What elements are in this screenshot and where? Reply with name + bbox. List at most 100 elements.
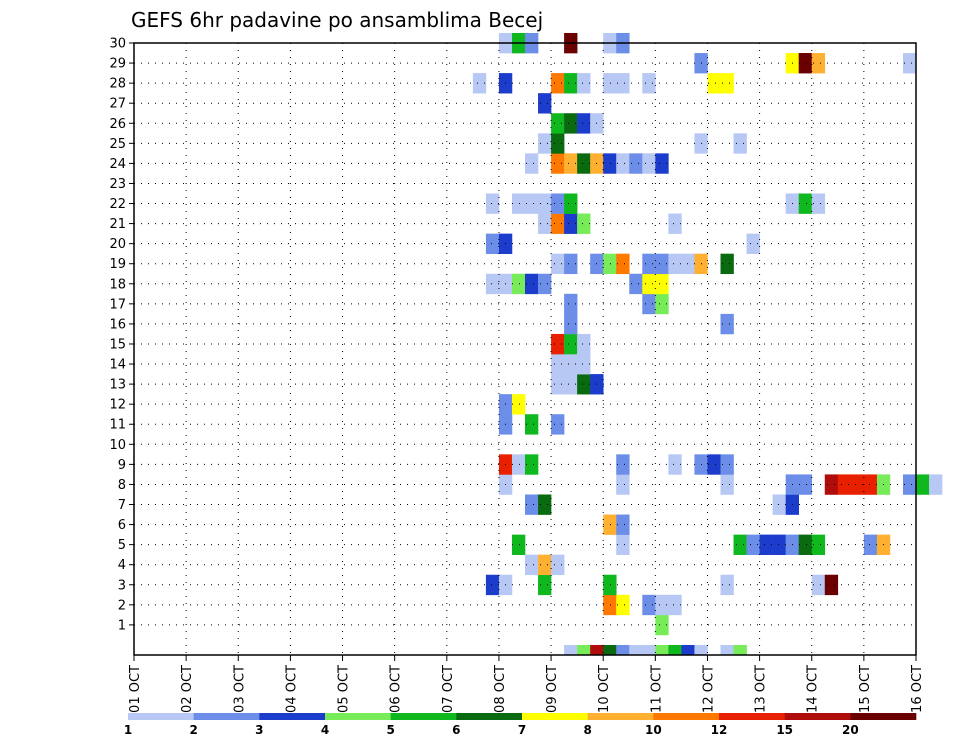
colorbar-swatch bbox=[128, 713, 194, 720]
x-tick-label: 13 OCT bbox=[754, 665, 769, 713]
heatmap-cell bbox=[655, 273, 669, 295]
colorbar-label: 12 bbox=[711, 723, 728, 737]
x-tick-label: 10 OCT bbox=[597, 665, 612, 713]
y-tick-label: 4 bbox=[118, 558, 126, 573]
heatmap-cell bbox=[616, 514, 630, 535]
y-tick-label: 2 bbox=[118, 598, 126, 613]
x-tick-label: 09 OCT bbox=[545, 665, 560, 713]
heatmap-cell bbox=[525, 454, 539, 475]
heatmap-cell bbox=[668, 594, 682, 616]
heatmap-cell bbox=[837, 474, 852, 495]
y-tick-label: 14 bbox=[109, 358, 126, 373]
colorbar-swatch bbox=[784, 713, 851, 720]
heatmap-cell bbox=[642, 153, 656, 174]
heatmap-cell bbox=[798, 534, 813, 555]
heatmap-cell bbox=[603, 514, 617, 535]
heatmap-cell bbox=[485, 193, 500, 214]
heatmap-cell bbox=[564, 253, 578, 275]
heatmap-cell bbox=[603, 153, 617, 174]
heatmap-cell bbox=[538, 494, 552, 515]
heatmap-cell bbox=[642, 644, 656, 656]
heatmap-cell bbox=[525, 193, 539, 214]
heatmap-cell bbox=[655, 293, 669, 315]
heatmap-cell bbox=[902, 53, 917, 74]
x-tick-label: 01 OCT bbox=[128, 665, 143, 713]
heatmap-cell bbox=[707, 454, 721, 475]
y-tick-label: 7 bbox=[118, 498, 126, 513]
y-tick-label: 29 bbox=[109, 57, 126, 72]
heatmap-cell bbox=[694, 644, 708, 656]
colorbar-swatch bbox=[259, 713, 326, 720]
heatmap-cell bbox=[759, 534, 773, 555]
heatmap-cell bbox=[798, 474, 813, 495]
heatmap-cell bbox=[564, 193, 578, 214]
colorbar-swatch bbox=[390, 713, 457, 720]
y-tick-label: 27 bbox=[109, 97, 126, 112]
heatmap-cell bbox=[616, 73, 630, 94]
heatmap-cell bbox=[629, 644, 643, 656]
heatmap-cell bbox=[551, 414, 565, 435]
heatmap-cell bbox=[811, 53, 826, 74]
heatmap-cell bbox=[733, 133, 747, 154]
heatmap-cell bbox=[746, 534, 760, 555]
heatmap-cell bbox=[511, 193, 526, 214]
x-tick-label: 04 OCT bbox=[284, 665, 299, 713]
heatmap-cell bbox=[603, 253, 617, 275]
colorbar-label: 5 bbox=[386, 723, 394, 737]
heatmap-cell bbox=[525, 494, 539, 515]
colorbar-label: 3 bbox=[255, 723, 263, 737]
heatmap-cell bbox=[824, 474, 839, 495]
colorbar-swatch bbox=[719, 713, 785, 720]
heatmap-cell bbox=[485, 233, 500, 254]
heatmap-cell bbox=[564, 333, 578, 355]
heatmap-cells bbox=[472, 32, 943, 656]
heatmap-cell bbox=[616, 253, 630, 275]
heatmap-cell bbox=[538, 193, 552, 214]
heatmap-cell bbox=[603, 594, 617, 616]
heatmap-cell bbox=[811, 193, 826, 214]
x-tick-label: 15 OCT bbox=[858, 665, 873, 713]
heatmap-cell bbox=[733, 534, 747, 555]
y-tick-label: 21 bbox=[109, 217, 126, 232]
y-tick-label: 18 bbox=[109, 277, 126, 292]
heatmap-cell bbox=[577, 73, 591, 94]
x-tick-label: 14 OCT bbox=[806, 665, 821, 713]
x-tick-label: 06 OCT bbox=[389, 665, 404, 713]
heatmap-cell bbox=[668, 213, 682, 234]
heatmap-cell bbox=[798, 193, 813, 214]
y-tick-label: 22 bbox=[109, 197, 126, 212]
x-tick-label: 08 OCT bbox=[493, 665, 508, 713]
y-tick-label: 24 bbox=[109, 157, 126, 172]
heatmap-cell bbox=[577, 333, 591, 355]
heatmap-cell bbox=[863, 534, 878, 555]
heatmap-cell bbox=[551, 73, 565, 94]
colorbar-swatch bbox=[653, 713, 720, 720]
y-tick-label: 13 bbox=[109, 378, 126, 393]
heatmap-cell bbox=[525, 414, 539, 435]
heatmap-cell bbox=[564, 374, 578, 395]
y-tick-label: 16 bbox=[109, 317, 126, 332]
heatmap-cell bbox=[681, 644, 695, 656]
heatmap-cell bbox=[525, 554, 539, 576]
heatmap-cell bbox=[485, 574, 500, 596]
heatmap-cell bbox=[668, 644, 682, 656]
heatmap-cell bbox=[603, 644, 617, 656]
y-axis-ticks: 1234567891011121314151617181920212223242… bbox=[109, 37, 134, 633]
heatmap-cell bbox=[590, 644, 604, 656]
colorbar-swatch bbox=[456, 713, 523, 720]
heatmap-cell bbox=[642, 73, 656, 94]
colorbar-swatch bbox=[522, 713, 588, 720]
heatmap-cell bbox=[564, 354, 578, 375]
heatmap-cell bbox=[929, 474, 943, 495]
x-tick-label: 05 OCT bbox=[337, 665, 352, 713]
y-tick-label: 9 bbox=[118, 458, 126, 473]
x-tick-label: 07 OCT bbox=[441, 665, 456, 713]
x-tick-label: 03 OCT bbox=[232, 665, 247, 713]
heatmap-cell bbox=[511, 454, 526, 475]
heatmap-cell bbox=[616, 474, 630, 495]
heatmap-cell bbox=[720, 253, 734, 275]
heatmap-cell bbox=[811, 534, 826, 555]
colorbar-label: 8 bbox=[583, 723, 591, 737]
x-axis-ticks: 01 OCT 02 OCT 03 OCT 04 OCT 05 OCT 06 OCT 07 O… bbox=[128, 655, 925, 713]
